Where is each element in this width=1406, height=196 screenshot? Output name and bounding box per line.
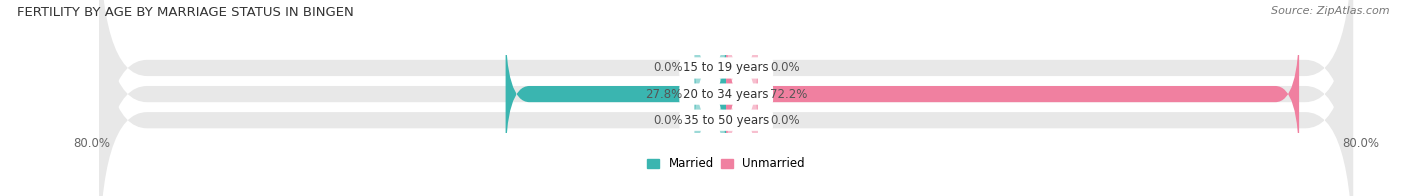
Text: 0.0%: 0.0% xyxy=(770,62,800,74)
FancyBboxPatch shape xyxy=(725,24,1299,164)
Text: 27.8%: 27.8% xyxy=(645,88,682,101)
Text: 72.2%: 72.2% xyxy=(770,88,807,101)
FancyBboxPatch shape xyxy=(725,50,758,191)
Text: 35 to 50 years: 35 to 50 years xyxy=(683,114,769,127)
FancyBboxPatch shape xyxy=(725,0,758,138)
Text: FERTILITY BY AGE BY MARRIAGE STATUS IN BINGEN: FERTILITY BY AGE BY MARRIAGE STATUS IN B… xyxy=(17,6,354,19)
Text: 0.0%: 0.0% xyxy=(770,114,800,127)
FancyBboxPatch shape xyxy=(100,0,1353,196)
Text: 20 to 34 years: 20 to 34 years xyxy=(683,88,769,101)
FancyBboxPatch shape xyxy=(695,50,725,191)
FancyBboxPatch shape xyxy=(100,0,1353,196)
FancyBboxPatch shape xyxy=(506,24,725,164)
Legend: Married, Unmarried: Married, Unmarried xyxy=(648,158,804,171)
FancyBboxPatch shape xyxy=(100,0,1353,196)
Text: 15 to 19 years: 15 to 19 years xyxy=(683,62,769,74)
Text: Source: ZipAtlas.com: Source: ZipAtlas.com xyxy=(1271,6,1389,16)
FancyBboxPatch shape xyxy=(695,0,725,138)
Text: 0.0%: 0.0% xyxy=(652,62,682,74)
Text: 0.0%: 0.0% xyxy=(652,114,682,127)
